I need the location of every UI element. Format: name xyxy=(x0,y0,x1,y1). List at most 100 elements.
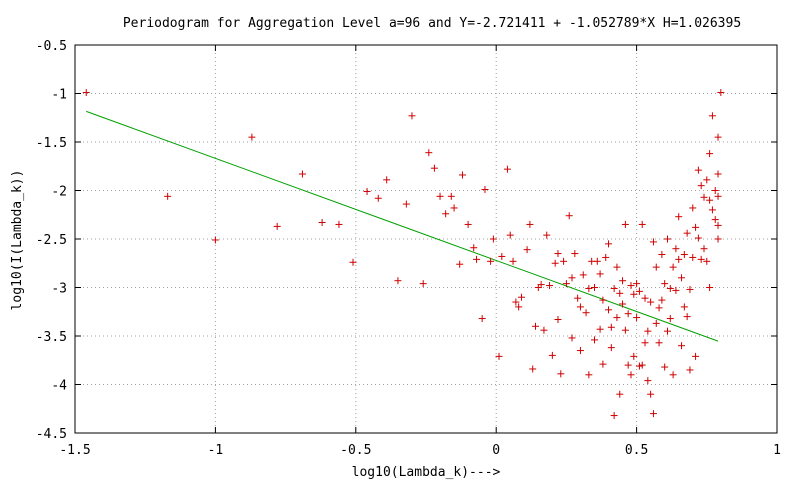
data-point xyxy=(529,365,536,372)
data-point xyxy=(709,206,716,213)
data-point xyxy=(577,303,584,310)
data-point xyxy=(622,327,629,334)
data-point xyxy=(481,186,488,193)
data-point xyxy=(613,314,620,321)
y-tick-label: -2.5 xyxy=(36,233,67,248)
data-point xyxy=(465,221,472,228)
data-point xyxy=(661,364,668,371)
data-point xyxy=(451,204,458,211)
data-point xyxy=(425,149,432,156)
data-point xyxy=(670,371,677,378)
data-point xyxy=(664,328,671,335)
data-point xyxy=(473,256,480,263)
data-point xyxy=(706,284,713,291)
data-point xyxy=(299,171,306,178)
data-point xyxy=(661,280,668,287)
data-point xyxy=(532,323,539,330)
data-point xyxy=(605,306,612,313)
y-ticks: -4.5 -4 -3.5 -3 -2.5 -2 -1.5 -1 -0.5 xyxy=(36,39,777,442)
data-point xyxy=(526,221,533,228)
data-point xyxy=(664,236,671,243)
data-point xyxy=(554,316,561,323)
data-point xyxy=(653,320,660,327)
data-point xyxy=(625,310,632,317)
data-point xyxy=(692,353,699,360)
data-point xyxy=(684,230,691,237)
data-point xyxy=(616,290,623,297)
data-point xyxy=(510,258,517,265)
data-point xyxy=(616,391,623,398)
data-point xyxy=(479,315,486,322)
y-tick-label: -1 xyxy=(51,88,67,103)
data-point xyxy=(591,336,598,343)
y-tick-label: -2 xyxy=(51,185,67,200)
data-point xyxy=(689,254,696,261)
data-point xyxy=(335,221,342,228)
data-point xyxy=(672,287,679,294)
data-point xyxy=(349,259,356,266)
data-point xyxy=(611,285,618,292)
data-point xyxy=(580,271,587,278)
data-point xyxy=(656,339,663,346)
data-point xyxy=(698,256,705,263)
data-point xyxy=(599,361,606,368)
data-point xyxy=(420,280,427,287)
data-point xyxy=(672,245,679,252)
data-point xyxy=(394,277,401,284)
data-point xyxy=(625,362,632,369)
data-point xyxy=(627,282,634,289)
data-point xyxy=(681,251,688,258)
data-point xyxy=(212,236,219,243)
data-point xyxy=(566,212,573,219)
y-tick-label: -0.5 xyxy=(36,39,67,54)
data-point xyxy=(583,309,590,316)
points-layer xyxy=(83,89,725,419)
data-point xyxy=(650,410,657,417)
data-point xyxy=(403,201,410,208)
data-point xyxy=(639,221,646,228)
data-point xyxy=(644,377,651,384)
data-point xyxy=(448,193,455,200)
data-point xyxy=(585,371,592,378)
y-tick-label: -3 xyxy=(51,282,67,297)
x-tick-label: 0.5 xyxy=(625,443,648,458)
fit-line-layer xyxy=(86,111,718,341)
data-point xyxy=(552,260,559,267)
data-point xyxy=(658,297,665,304)
data-point xyxy=(689,204,696,211)
data-point xyxy=(470,244,477,251)
data-point xyxy=(456,261,463,268)
data-point xyxy=(647,391,654,398)
data-point xyxy=(557,370,564,377)
data-point xyxy=(627,371,634,378)
y-tick-label: -4.5 xyxy=(36,427,67,442)
data-point xyxy=(633,280,640,287)
data-point xyxy=(686,366,693,373)
x-ticks: -1.5 -1 -0.5 0 0.5 1 xyxy=(59,45,781,458)
data-point xyxy=(549,352,556,359)
data-point xyxy=(647,299,654,306)
data-point xyxy=(642,339,649,346)
data-point xyxy=(546,282,553,289)
data-point xyxy=(375,195,382,202)
data-point xyxy=(507,232,514,239)
data-point xyxy=(498,253,505,260)
y-axis-label: log10(I(Lambda_k)) xyxy=(10,170,25,311)
data-point xyxy=(715,171,722,178)
data-point xyxy=(554,250,561,257)
data-point xyxy=(248,134,255,141)
data-point xyxy=(658,251,665,258)
data-point xyxy=(717,89,724,96)
data-point xyxy=(678,274,685,281)
data-point xyxy=(613,264,620,271)
data-point xyxy=(709,112,716,119)
data-point xyxy=(524,246,531,253)
data-point xyxy=(560,258,567,265)
x-tick-label: -1.5 xyxy=(59,443,90,458)
data-point xyxy=(667,315,674,322)
data-point xyxy=(698,182,705,189)
data-point xyxy=(675,256,682,263)
data-point xyxy=(319,219,326,226)
data-point xyxy=(681,303,688,310)
data-point xyxy=(703,258,710,265)
